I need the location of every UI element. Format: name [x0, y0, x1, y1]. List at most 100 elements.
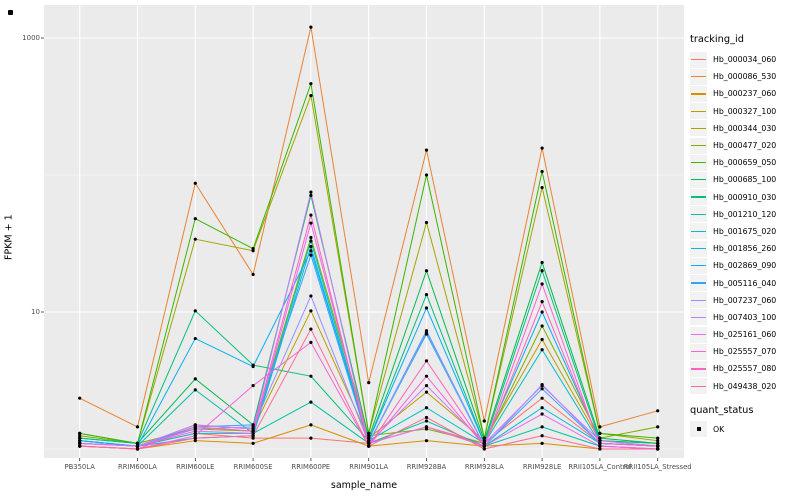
data-point	[251, 247, 255, 251]
x-tick-label: RRIM600LE	[176, 463, 215, 471]
data-point	[540, 269, 544, 273]
y-tick-label: 1000	[22, 33, 40, 42]
data-point	[656, 436, 660, 440]
data-point	[598, 431, 602, 435]
legend-key	[690, 171, 707, 188]
data-point	[193, 429, 197, 433]
legend-label: Hb_002869_090	[713, 261, 777, 271]
legend-key	[690, 257, 707, 274]
data-point	[598, 444, 602, 448]
legend-item: Hb_001210_120	[690, 206, 798, 223]
legend-label: Hb_025557_080	[713, 364, 777, 374]
legend-label: Hb_049438_020	[713, 381, 777, 391]
data-point	[193, 439, 197, 443]
legend-item: Hb_025557_080	[690, 360, 798, 377]
data-point	[656, 441, 660, 445]
legend-label: Hb_001210_120	[713, 209, 777, 219]
legend-key	[690, 137, 707, 154]
data-point	[193, 431, 197, 435]
data-point	[540, 260, 544, 265]
data-point	[251, 384, 255, 388]
legend-label: Hb_007237_060	[713, 295, 777, 305]
data-point	[540, 169, 544, 174]
data-point	[540, 384, 544, 388]
data-point	[540, 441, 544, 445]
legend-item: Hb_000910_030	[690, 189, 798, 206]
legend-key	[690, 120, 707, 137]
legend-panel: tracking_id Hb_000034_060 Hb_000086_530 Hb…	[690, 34, 798, 438]
data-point	[135, 447, 140, 451]
legend-key-line-icon	[691, 351, 706, 353]
legend-key	[690, 275, 707, 292]
legend-key-line-icon	[691, 299, 706, 301]
data-point	[598, 436, 602, 440]
legend-key	[690, 223, 707, 240]
legend-key	[690, 292, 707, 309]
legend-item: Hb_007403_100	[690, 309, 798, 326]
data-point	[540, 324, 544, 328]
data-point	[540, 412, 544, 416]
legend-key-line-icon	[691, 248, 706, 250]
data-point	[598, 441, 602, 445]
data-point	[656, 425, 660, 429]
data-point	[424, 374, 429, 378]
data-point	[309, 423, 313, 427]
legend-key	[690, 103, 707, 120]
x-tick-label: RRIM600PE	[291, 463, 331, 471]
data-point	[251, 364, 255, 369]
data-point	[135, 444, 140, 448]
legend-key	[690, 360, 707, 377]
legend-item: Hb_000477_020	[690, 137, 798, 154]
data-point	[78, 444, 82, 448]
corner-mark	[8, 10, 13, 15]
data-point	[193, 388, 197, 392]
data-point	[656, 444, 660, 448]
legend-item: Hb_000685_100	[690, 171, 798, 188]
data-point	[367, 444, 371, 448]
legend-items: Hb_000034_060 Hb_000086_530 Hb_000237_060 H…	[690, 51, 798, 395]
data-point	[251, 429, 255, 433]
legend-key-line-icon	[691, 196, 706, 198]
data-point	[251, 436, 255, 440]
legend-key	[690, 189, 707, 206]
legend-key-line-icon	[691, 76, 706, 78]
data-point	[367, 439, 371, 443]
data-point	[424, 425, 429, 429]
data-point	[251, 431, 255, 435]
data-point	[309, 340, 313, 344]
data-point	[482, 447, 486, 451]
legend-label: Hb_001675_020	[713, 226, 777, 236]
legend-key	[690, 378, 707, 395]
data-point	[424, 220, 429, 225]
data-point	[193, 434, 197, 438]
data-point	[193, 336, 197, 341]
x-tick-label: RRIM928BA	[406, 463, 447, 471]
data-point	[309, 239, 313, 243]
x-tick-label: RRIM928LA	[464, 463, 504, 471]
legend-item: Hb_025161_060	[690, 326, 798, 343]
data-point	[309, 93, 313, 98]
quant-legend-title: quant_status	[690, 404, 754, 416]
data-point	[367, 381, 371, 385]
legend-key-line-icon	[691, 265, 706, 267]
x-tick-label: PB350LA	[64, 463, 95, 471]
legend-key-line-icon	[691, 368, 706, 370]
x-axis-title: sample_name	[330, 480, 398, 491]
legend-label: Hb_000477_020	[713, 141, 777, 151]
legend-item: Hb_025557_070	[690, 343, 798, 360]
data-point	[482, 419, 486, 423]
legend-key	[690, 343, 707, 360]
data-point	[656, 439, 660, 443]
data-point	[540, 337, 544, 342]
data-point	[309, 221, 313, 225]
data-point	[251, 441, 255, 445]
legend-item: Hb_007237_060	[690, 292, 798, 309]
data-point	[367, 434, 371, 438]
x-tick-label: RRII105LA_Stressed	[623, 463, 692, 471]
data-point	[598, 447, 602, 451]
data-point	[656, 409, 660, 413]
data-point	[309, 400, 313, 404]
data-point	[424, 330, 429, 334]
data-point	[193, 181, 197, 185]
legend-key	[690, 51, 707, 68]
